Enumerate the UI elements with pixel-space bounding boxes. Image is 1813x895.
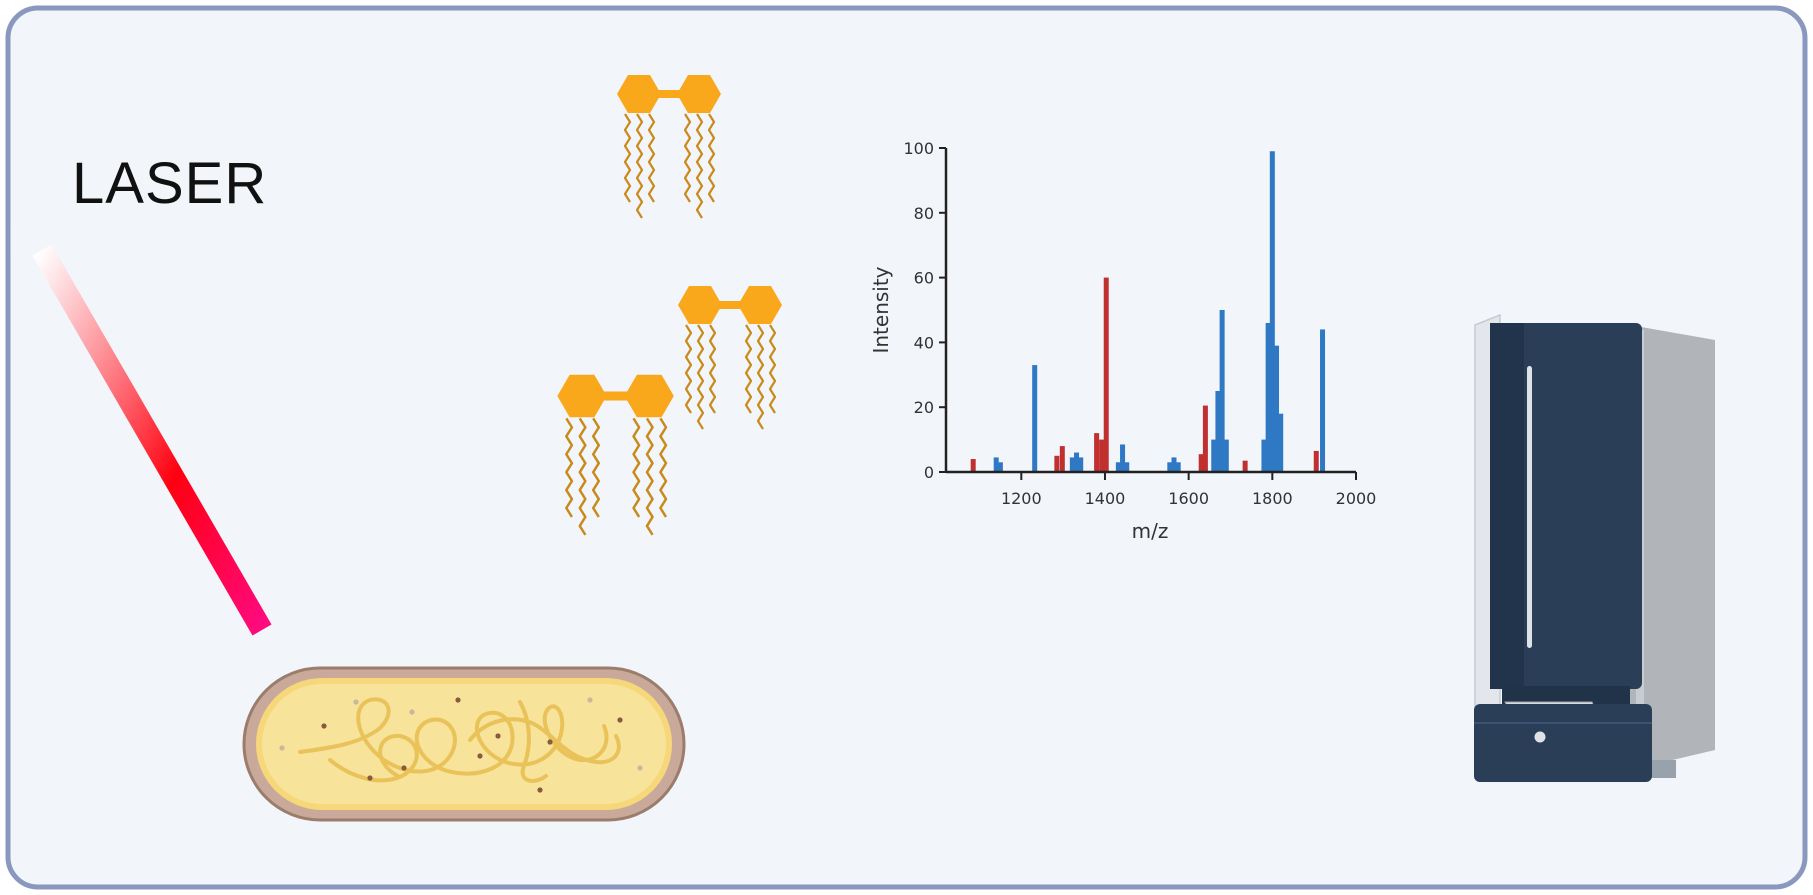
mass-spectrum-chart: 0 20 40 60 80 100 1200 1400 1600 1800 2000 m/z In… (869, 139, 1376, 543)
spectrum-bar (1198, 454, 1204, 472)
spectrum-bar (1120, 444, 1126, 472)
spectrum-bar (1032, 365, 1038, 472)
x-tick-label: 1600 (1168, 489, 1209, 508)
spectrum-bar (1078, 457, 1084, 472)
y-tick-label: 0 (924, 463, 934, 482)
y-axis-label: Intensity (869, 266, 893, 353)
spectrum-bar (1167, 462, 1173, 472)
y-tick-label: 60 (914, 269, 934, 288)
spectrum-bar (997, 462, 1003, 472)
chart-marks (970, 151, 1326, 473)
x-tick-label: 1800 (1252, 489, 1293, 508)
spectrum-bar (1313, 450, 1319, 472)
mass-spectrometer-icon (1474, 313, 1715, 782)
spectrum-bar (1278, 413, 1284, 472)
laser-beam-icon (32, 244, 272, 636)
spectrum-bar (1103, 277, 1109, 472)
spectrum-bar (970, 459, 976, 472)
spectrum-bar (1059, 446, 1065, 472)
x-tick-label: 2000 (1336, 489, 1377, 508)
spectrum-bar (1099, 439, 1105, 472)
spectrum-bar (1242, 460, 1248, 472)
y-ticks: 0 20 40 60 80 100 (903, 139, 946, 482)
spectrum-bar (1223, 439, 1229, 472)
spectrum-bar (1115, 462, 1121, 472)
spectrum-bar (1094, 433, 1100, 472)
spectrum-bar (1261, 439, 1267, 472)
x-axis-label: m/z (1132, 519, 1169, 543)
spectrum-bar (1219, 310, 1225, 472)
spectrum-bar (1215, 391, 1221, 472)
spectrum-bar (1265, 322, 1271, 472)
y-tick-label: 80 (914, 204, 934, 223)
spectrum-bar (1054, 455, 1060, 472)
x-tick-label: 1400 (1085, 489, 1126, 508)
spectrum-bar (993, 457, 999, 472)
x-ticks: 1200 1400 1600 1800 2000 (1001, 472, 1376, 508)
laser-label: LASER (72, 151, 268, 216)
spectrum-bar (1211, 439, 1217, 472)
bacterium-cell-icon (242, 666, 686, 822)
spectrum-bar (1320, 329, 1326, 472)
spectrum-bar (1069, 457, 1075, 472)
spectrum-bar (1202, 405, 1208, 472)
y-tick-label: 20 (914, 398, 934, 417)
spectrum-bar (1175, 462, 1181, 472)
spectrum-bar (1074, 452, 1080, 472)
spectrum-bar (1274, 345, 1280, 472)
spectrum-bar (1171, 457, 1177, 472)
y-tick-label: 40 (914, 333, 934, 352)
x-tick-label: 1200 (1001, 489, 1042, 508)
y-tick-label: 100 (903, 139, 934, 158)
spectrum-bar (1124, 462, 1130, 472)
spectrum-bar (1269, 151, 1275, 473)
